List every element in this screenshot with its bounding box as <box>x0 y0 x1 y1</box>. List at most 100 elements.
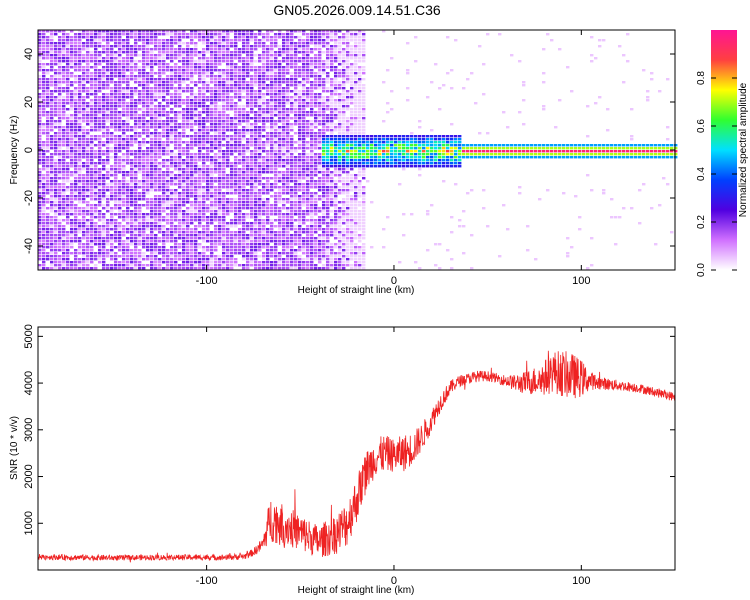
heat-cell <box>126 45 130 48</box>
heat-cell <box>266 48 270 51</box>
heat-cell <box>222 195 226 198</box>
heat-cell <box>142 111 146 114</box>
heat-cell <box>282 180 286 183</box>
heat-cell <box>134 138 138 141</box>
heat-cell <box>254 81 258 84</box>
heat-cell <box>74 162 78 165</box>
heat-cell <box>294 234 298 237</box>
heat-cell <box>230 246 234 249</box>
heat-cell <box>274 129 278 132</box>
heat-cell <box>50 252 54 255</box>
heat-cell <box>86 156 90 159</box>
heat-cell <box>310 96 314 99</box>
heat-cell <box>50 180 54 183</box>
heat-cell <box>54 33 58 36</box>
heat-cell <box>110 168 114 171</box>
heat-cell <box>178 87 182 90</box>
heat-cell <box>62 165 66 168</box>
heat-cell <box>230 264 234 267</box>
heat-cell <box>266 90 270 93</box>
heat-cell <box>62 201 66 204</box>
heat-cell <box>198 255 202 258</box>
heat-cell <box>302 171 306 174</box>
heat-cell <box>302 147 306 150</box>
heat-cell <box>230 141 234 144</box>
heat-cell <box>82 165 86 168</box>
heat-cell <box>146 66 150 69</box>
heat-cell <box>270 237 274 240</box>
heat-cell <box>202 36 206 39</box>
heat-cell <box>170 123 174 126</box>
heat-cell <box>230 117 234 120</box>
heat-cell <box>90 84 94 87</box>
heat-cell <box>274 267 278 270</box>
heat-cell <box>246 240 250 243</box>
heat-cell <box>202 108 206 111</box>
heat-cell <box>270 144 274 147</box>
heat-cell <box>314 81 318 84</box>
heat-cell <box>162 108 166 111</box>
heat-cell <box>206 69 210 72</box>
heat-cell <box>98 153 102 156</box>
heat-cell <box>150 120 154 123</box>
heat-cell <box>118 264 122 267</box>
heat-cell <box>38 177 42 180</box>
heat-cell <box>314 54 318 57</box>
heat-cell <box>94 33 98 36</box>
heat-cell <box>38 51 42 54</box>
heat-cell <box>146 84 150 87</box>
heat-cell <box>158 240 162 243</box>
heat-cell <box>62 249 66 252</box>
heat-cell <box>94 174 98 177</box>
heat-cell <box>42 243 46 246</box>
heat-cell <box>86 243 90 246</box>
heat-cell <box>162 177 166 180</box>
heat-cell <box>198 78 202 81</box>
heat-cell <box>278 102 282 105</box>
heat-cell <box>42 69 46 72</box>
heat-cell <box>62 228 66 231</box>
heat-cell <box>86 111 90 114</box>
heat-cell <box>298 132 302 135</box>
heat-cell <box>78 252 82 255</box>
heat-cell <box>270 222 274 225</box>
heat-cell <box>258 87 262 90</box>
heat-cell <box>134 111 138 114</box>
heat-cell <box>134 78 138 81</box>
heat-cell <box>118 147 122 150</box>
heat-cell <box>162 90 166 93</box>
heat-cell <box>242 177 246 180</box>
heat-cell <box>218 201 222 204</box>
heat-cell <box>258 84 262 87</box>
heat-cell <box>282 189 286 192</box>
heat-cell <box>98 261 102 264</box>
heat-cell <box>302 198 306 201</box>
heat-cell <box>266 45 270 48</box>
heat-cell <box>282 39 286 42</box>
heat-cell <box>118 51 122 54</box>
heat-cell <box>158 267 162 270</box>
heat-cell <box>94 204 98 207</box>
heat-cell <box>90 90 94 93</box>
heat-cell <box>230 189 234 192</box>
heat-cell <box>246 180 250 183</box>
heat-cell <box>46 201 50 204</box>
heat-cell <box>70 150 74 153</box>
heat-cell <box>210 120 214 123</box>
heat-cell <box>54 258 58 261</box>
heat-cell <box>310 162 314 165</box>
heat-cell <box>86 141 90 144</box>
heat-cell <box>194 192 198 195</box>
heat-cell <box>146 93 150 96</box>
heat-cell <box>74 210 78 213</box>
heat-cell <box>130 183 134 186</box>
heat-cell <box>238 252 242 255</box>
heat-cell <box>82 231 86 234</box>
heat-cell <box>174 138 178 141</box>
heat-cell <box>162 105 166 108</box>
heat-cell <box>222 93 226 96</box>
heat-cell <box>134 258 138 261</box>
heat-cell <box>202 189 206 192</box>
heat-cell <box>230 135 234 138</box>
heat-cell <box>250 225 254 228</box>
